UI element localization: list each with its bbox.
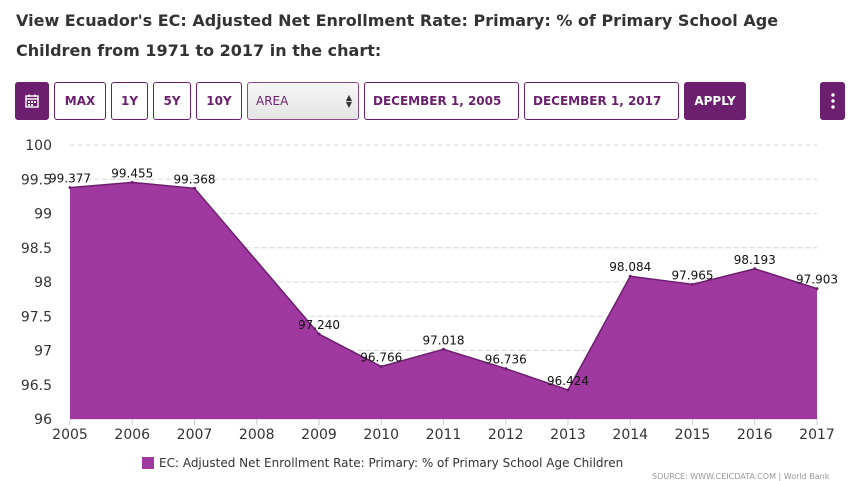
x-tick-label: 2017 xyxy=(799,427,835,443)
chart-type-select[interactable]: AREA ▲ ▼ xyxy=(247,82,359,120)
apply-button[interactable]: APPLY xyxy=(684,82,746,120)
legend-label: EC: Adjusted Net Enrollment Rate: Primar… xyxy=(159,456,624,470)
x-tick-label: 2011 xyxy=(426,427,462,443)
y-tick-label: 97.5 xyxy=(21,309,52,325)
series-line xyxy=(69,181,818,391)
data-point xyxy=(193,186,196,190)
data-label: 97.240 xyxy=(298,318,340,332)
range-max-button[interactable]: MAX xyxy=(54,82,106,120)
range-10y-button[interactable]: 10Y xyxy=(196,82,242,120)
area-fill xyxy=(70,182,817,419)
data-label: 97.965 xyxy=(672,268,714,282)
end-date-input[interactable]: DECEMBER 1, 2017 xyxy=(524,82,679,120)
x-tick-label: 2015 xyxy=(675,427,711,443)
y-tick-label: 99 xyxy=(34,207,52,223)
chart-legend[interactable]: EC: Adjusted Net Enrollment Rate: Primar… xyxy=(142,455,623,471)
y-tick-label: 96.5 xyxy=(21,378,52,394)
data-point xyxy=(379,365,383,369)
calendar-icon xyxy=(25,94,39,108)
y-tick-label: 98 xyxy=(34,275,52,291)
data-label: 98.084 xyxy=(609,260,651,274)
data-label: 96.766 xyxy=(360,351,402,365)
x-tick-label: 2013 xyxy=(550,427,586,443)
data-label: 96.736 xyxy=(485,353,527,367)
data-point xyxy=(68,186,72,190)
chart-type-value: AREA xyxy=(256,94,289,108)
calendar-button[interactable] xyxy=(15,82,49,120)
x-tick-label: 2008 xyxy=(239,427,275,443)
data-label: 98.193 xyxy=(734,253,776,267)
data-label: 97.903 xyxy=(796,273,838,287)
data-point xyxy=(442,347,445,351)
range-1y-button[interactable]: 1Y xyxy=(111,82,148,120)
data-label: 99.368 xyxy=(174,172,216,186)
select-arrows-icon: ▲ ▼ xyxy=(345,93,352,109)
x-tick-label: 2005 xyxy=(52,427,88,443)
more-vertical-icon xyxy=(830,93,835,109)
legend-swatch xyxy=(142,457,154,469)
data-point xyxy=(317,332,321,336)
source-credit: SOURCE: WWW.CEICDATA.COM | World Bank xyxy=(652,472,830,481)
y-tick-label: 100 xyxy=(25,138,52,154)
x-tick-label: 2012 xyxy=(488,427,524,443)
x-tick-label: 2007 xyxy=(177,427,213,443)
more-options-button[interactable] xyxy=(820,82,845,120)
start-date-input[interactable]: DECEMBER 1, 2005 xyxy=(364,82,519,120)
y-tick-label: 96 xyxy=(34,412,52,428)
chart-toolbar: MAX 1Y 5Y 10Y AREA ▲ ▼ DECEMBER 1, 2005 D… xyxy=(0,82,866,122)
x-tick-label: 2014 xyxy=(612,427,648,443)
data-label: 99.377 xyxy=(49,172,91,186)
data-point xyxy=(815,287,819,291)
data-label: 96.424 xyxy=(547,374,589,388)
data-point xyxy=(691,282,694,286)
y-tick-label: 99.5 xyxy=(21,172,52,188)
data-point xyxy=(130,180,134,184)
range-5y-button[interactable]: 5Y xyxy=(153,82,191,120)
data-point xyxy=(504,367,508,371)
data-point xyxy=(753,267,757,271)
x-tick-label: 2006 xyxy=(114,427,150,443)
area-chart: 96 96.5 97 97.5 98 98.5 99 99.5 100 2005 2006 2007… xyxy=(21,138,838,443)
x-tick-label: 2010 xyxy=(363,427,399,443)
y-tick-label: 98.5 xyxy=(21,241,52,257)
data-point xyxy=(628,274,632,278)
data-label: 97.018 xyxy=(423,333,465,347)
data-label: 99.455 xyxy=(111,166,153,180)
y-tick-label: 97 xyxy=(34,344,52,360)
x-tick-label: 2016 xyxy=(737,427,773,443)
page-title: View Ecuador's EC: Adjusted Net Enrollme… xyxy=(16,11,779,60)
x-tick-label: 2009 xyxy=(301,427,337,443)
data-point xyxy=(566,388,570,392)
